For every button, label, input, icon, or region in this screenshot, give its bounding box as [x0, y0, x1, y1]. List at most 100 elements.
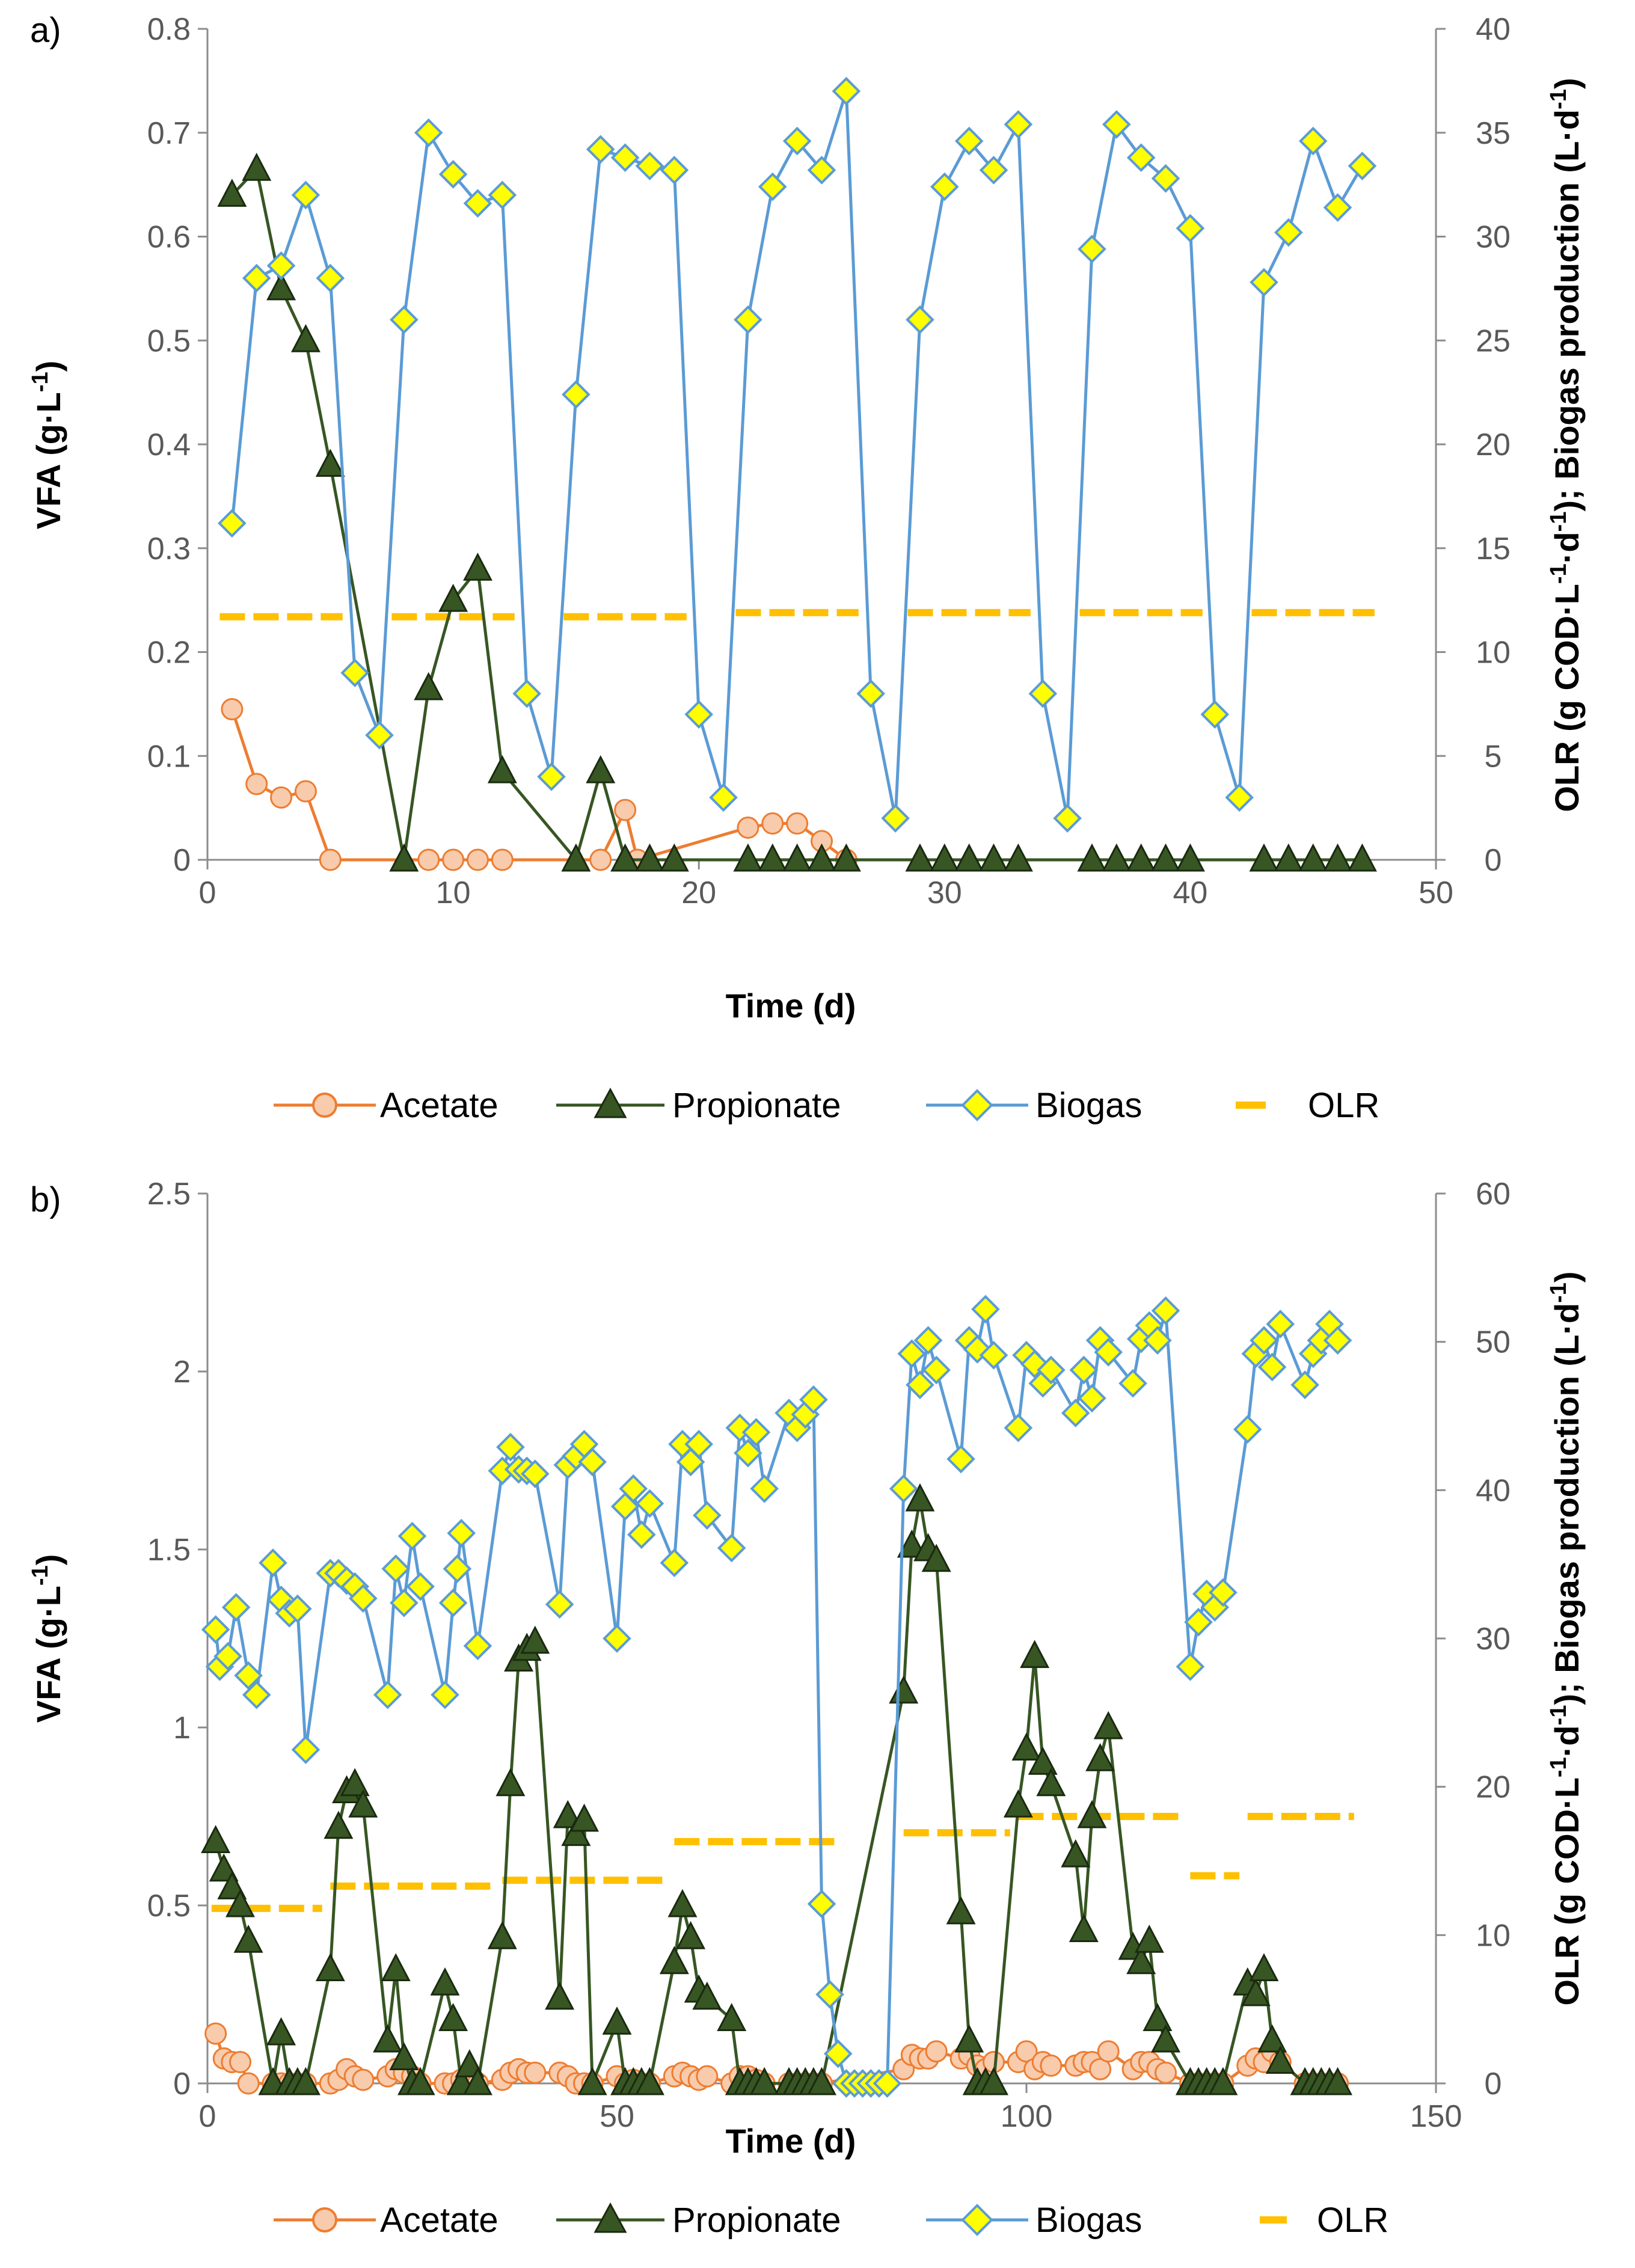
propionate-point — [807, 2067, 836, 2095]
propionate-point — [290, 324, 321, 352]
biogas-point — [635, 152, 664, 180]
biogas-point — [221, 1593, 251, 1622]
biogas-point — [1143, 1326, 1172, 1355]
acetate-point — [614, 798, 637, 821]
series-olr — [219, 608, 1375, 621]
chart-a-legend-biogas-marker — [961, 1089, 993, 1121]
biogas-point — [734, 305, 762, 334]
y-tick-label: 0.5 — [147, 1889, 191, 1923]
biogas-point — [979, 156, 1008, 185]
biogas-point — [1102, 110, 1131, 139]
biogas-point — [390, 1588, 419, 1617]
biogas-point — [750, 1474, 779, 1503]
y2-tick-label: 20 — [1476, 1770, 1511, 1805]
propionate-point — [430, 1967, 460, 1996]
biogas-point — [717, 1533, 746, 1563]
propionate-point — [1061, 1839, 1091, 1868]
y-tick-label: 0.6 — [147, 220, 191, 255]
biogas-point — [443, 1554, 472, 1583]
chart-b-legend-propionate: Propionate — [672, 2201, 841, 2240]
biogas-point — [660, 156, 689, 185]
biogas-point — [291, 1735, 321, 1764]
biogas-point — [619, 1474, 648, 1503]
propionate-point — [569, 1803, 599, 1832]
chart-a-y2-label: OLR (g COD·L-1·d-1); Biogas production (… — [1546, 78, 1586, 812]
acetate-point — [319, 848, 342, 871]
biogas-point — [586, 135, 615, 164]
chart-a-x-label: Time (d) — [726, 987, 856, 1025]
x-tick-label: 0 — [199, 2099, 216, 2134]
biogas-point — [1200, 700, 1230, 729]
propionate-point — [1028, 1746, 1058, 1775]
chart-b-legend-biogas-marker — [961, 2204, 993, 2236]
biogas-point — [234, 1661, 263, 1690]
propionate-point — [1126, 843, 1156, 872]
chart-a-panel-label: a) — [30, 11, 61, 50]
propionate-point — [577, 2067, 607, 2095]
biogas-point — [266, 251, 296, 280]
biogas-point — [823, 2039, 853, 2068]
biogas-point — [1266, 1310, 1295, 1338]
biogas-point — [562, 380, 591, 409]
propionate-point — [545, 1981, 575, 2010]
biogas-point — [463, 189, 492, 218]
acetate-point — [696, 2065, 719, 2088]
propionate-point — [1003, 1789, 1033, 1818]
chart-a-y-label: VFA (g·L-1) — [28, 361, 67, 530]
y2-tick-label: 20 — [1476, 428, 1511, 462]
acetate-point — [442, 848, 465, 871]
biogas-point — [1118, 1368, 1147, 1398]
propionate-point — [438, 2003, 468, 2031]
acetate-point — [466, 848, 489, 871]
series-biogas — [218, 76, 1377, 833]
propionate-point — [897, 1529, 927, 1558]
propionate-point — [831, 843, 861, 872]
propionate-point — [659, 843, 689, 872]
biogas-point — [242, 263, 271, 293]
biogas-point — [291, 180, 321, 210]
chart-a-plot-area — [217, 76, 1377, 872]
chart-b-x-label: Time (d) — [726, 2122, 856, 2160]
biogas-point — [438, 160, 468, 189]
y2-tick-label: 10 — [1476, 636, 1511, 670]
acetate-point — [737, 816, 759, 839]
propionate-point — [905, 843, 935, 872]
chart-b-plot-area — [201, 1295, 1354, 2098]
propionate-point — [405, 2067, 435, 2095]
chart-b-y2-label: OLR (g COD·L-1·d-1); Biogas production (… — [1546, 1271, 1586, 2005]
acetate-point — [1089, 2058, 1112, 2080]
propionate-point — [233, 1924, 263, 1953]
propionate-point — [930, 843, 960, 872]
y2-tick-label: 50 — [1476, 1325, 1511, 1360]
propionate-point — [635, 843, 664, 872]
biogas-point — [537, 762, 566, 791]
y2-tick-label: 0 — [1485, 2067, 1502, 2101]
biogas-point — [734, 1438, 762, 1468]
biogas-point — [1233, 1415, 1262, 1444]
biogas-point — [512, 679, 542, 708]
y-tick-label: 0.8 — [147, 12, 191, 47]
y-tick-label: 0.5 — [147, 323, 191, 358]
propionate-point — [1241, 1978, 1271, 2006]
chart-b-legend-acetate-marker — [312, 2207, 337, 2233]
biogas-point — [438, 1588, 468, 1617]
chart-b-y2-ticks: 0 10 20 30 40 50 60 — [1436, 1177, 1511, 2101]
acetate-point — [294, 780, 317, 803]
series-acetate — [221, 698, 857, 871]
biogas-point — [1250, 1326, 1278, 1355]
y-tick-label: 0.2 — [147, 636, 191, 670]
biogas-point — [488, 180, 517, 210]
biogas-point — [1069, 1355, 1099, 1385]
propionate-point — [414, 672, 444, 700]
biogas-point — [1250, 268, 1278, 297]
chart-a-legend-propionate: Propionate — [672, 1086, 841, 1125]
propionate-point — [586, 755, 616, 783]
biogas-point — [1274, 218, 1303, 247]
series-biogas — [201, 1295, 1352, 2098]
y-tick-label: 0.3 — [147, 532, 191, 566]
y2-tick-label: 60 — [1476, 1177, 1511, 1212]
acetate-point — [229, 2050, 251, 2073]
biogas-point — [414, 118, 443, 147]
biogas-point — [946, 1444, 975, 1474]
